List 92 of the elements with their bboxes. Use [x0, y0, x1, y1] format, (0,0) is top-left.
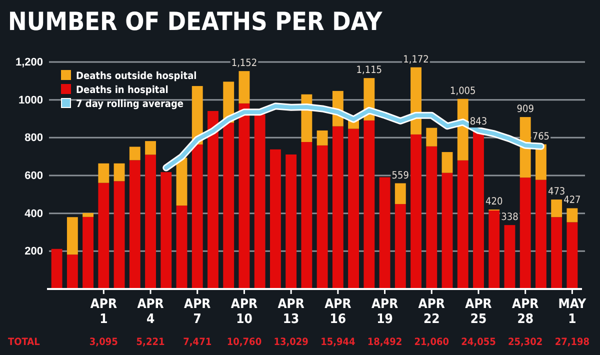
y-tick-label: 600	[24, 170, 43, 182]
y-tick-label: 800	[24, 132, 43, 144]
y-tick-label: 1000	[18, 94, 43, 106]
text: 27,198	[554, 337, 590, 348]
x-tick-label: APR 25	[465, 297, 492, 327]
bar	[394, 204, 406, 289]
bar	[66, 254, 78, 289]
text: 15,944	[320, 337, 356, 348]
bar	[504, 225, 516, 289]
bar	[379, 177, 390, 289]
bar	[114, 163, 125, 182]
x-tick-label: APR 19	[371, 297, 398, 327]
bar	[254, 114, 266, 289]
total-label: 427	[564, 195, 581, 206]
text: 5,221	[136, 337, 165, 348]
x-tick-label: APR 7	[184, 297, 211, 327]
x-tick-label: APR 10	[230, 297, 258, 327]
total-label: 843	[470, 116, 488, 128]
y-tick-label: 1,200	[15, 56, 43, 69]
bar	[457, 160, 468, 289]
text: 18,492	[367, 337, 402, 348]
chart-title: NUMBER OF DEATHS PER DAY	[8, 7, 383, 36]
bar	[520, 178, 531, 289]
total-label: 1,152	[231, 58, 258, 70]
bar	[192, 144, 203, 289]
bar	[176, 206, 188, 289]
bar	[208, 110, 218, 289]
text: 21,060	[414, 337, 449, 348]
bar	[394, 183, 406, 204]
bar	[129, 146, 140, 160]
bar	[51, 248, 62, 289]
total-label: 909	[516, 104, 534, 116]
bar	[348, 128, 360, 289]
bar	[410, 134, 422, 289]
bar	[160, 172, 172, 289]
legend-label: Deaths outside hospital	[76, 71, 197, 82]
bar	[442, 172, 453, 289]
bar	[473, 130, 484, 289]
total-label: 338	[501, 212, 519, 224]
bar	[316, 130, 328, 146]
bar	[82, 216, 94, 289]
bar	[66, 217, 78, 255]
bar	[238, 71, 250, 104]
total-label: 420	[486, 196, 503, 208]
bar	[98, 163, 110, 183]
x-tick-label: MAY 1	[558, 297, 587, 327]
legend-label: 7 day rolling average	[76, 99, 184, 110]
bar	[129, 160, 140, 289]
bar	[426, 146, 438, 289]
bar	[286, 154, 297, 289]
y-tick-label: 400	[24, 208, 43, 220]
bar	[426, 128, 438, 146]
bar	[332, 126, 344, 289]
bar	[82, 212, 94, 217]
bar	[442, 152, 453, 173]
bar	[566, 208, 578, 222]
x-tick-label: APR 1	[90, 297, 117, 327]
bar	[535, 180, 546, 289]
text: 13,029	[274, 337, 308, 348]
x-tick-label: APR 16	[324, 297, 352, 327]
bar	[238, 103, 250, 289]
bar	[114, 181, 125, 289]
x-tick-label: APR 13	[278, 297, 304, 327]
total-label: 1,115	[356, 65, 382, 76]
bar	[551, 217, 562, 289]
text: 10,760	[226, 337, 262, 348]
total-label: 473	[548, 186, 566, 198]
x-tick-label: APR 4	[137, 297, 164, 327]
text: TOTAL	[8, 337, 40, 348]
bar	[551, 200, 562, 218]
total-label: 1,005	[450, 86, 476, 97]
bar	[316, 145, 328, 289]
bar	[270, 149, 281, 289]
total-label: 765	[532, 131, 550, 142]
bar	[145, 141, 156, 155]
text: 25,302	[508, 337, 543, 348]
x-tick-label: APR 22	[418, 297, 445, 327]
y-tick-label: 200	[24, 246, 43, 258]
text: 24,055	[461, 337, 496, 348]
x-tick-label: APR 28	[512, 297, 539, 327]
bar	[364, 120, 375, 289]
bar	[301, 142, 312, 289]
bar	[488, 210, 500, 289]
bar	[223, 122, 234, 289]
bar	[566, 222, 578, 289]
legend-label: Deaths in hospital	[76, 85, 168, 96]
text: 3,095	[89, 337, 118, 348]
text: 7,471	[183, 337, 212, 348]
total-label: 559	[392, 170, 410, 182]
bar	[145, 154, 156, 289]
bar	[98, 182, 110, 289]
total-label: 1,172	[403, 54, 429, 66]
